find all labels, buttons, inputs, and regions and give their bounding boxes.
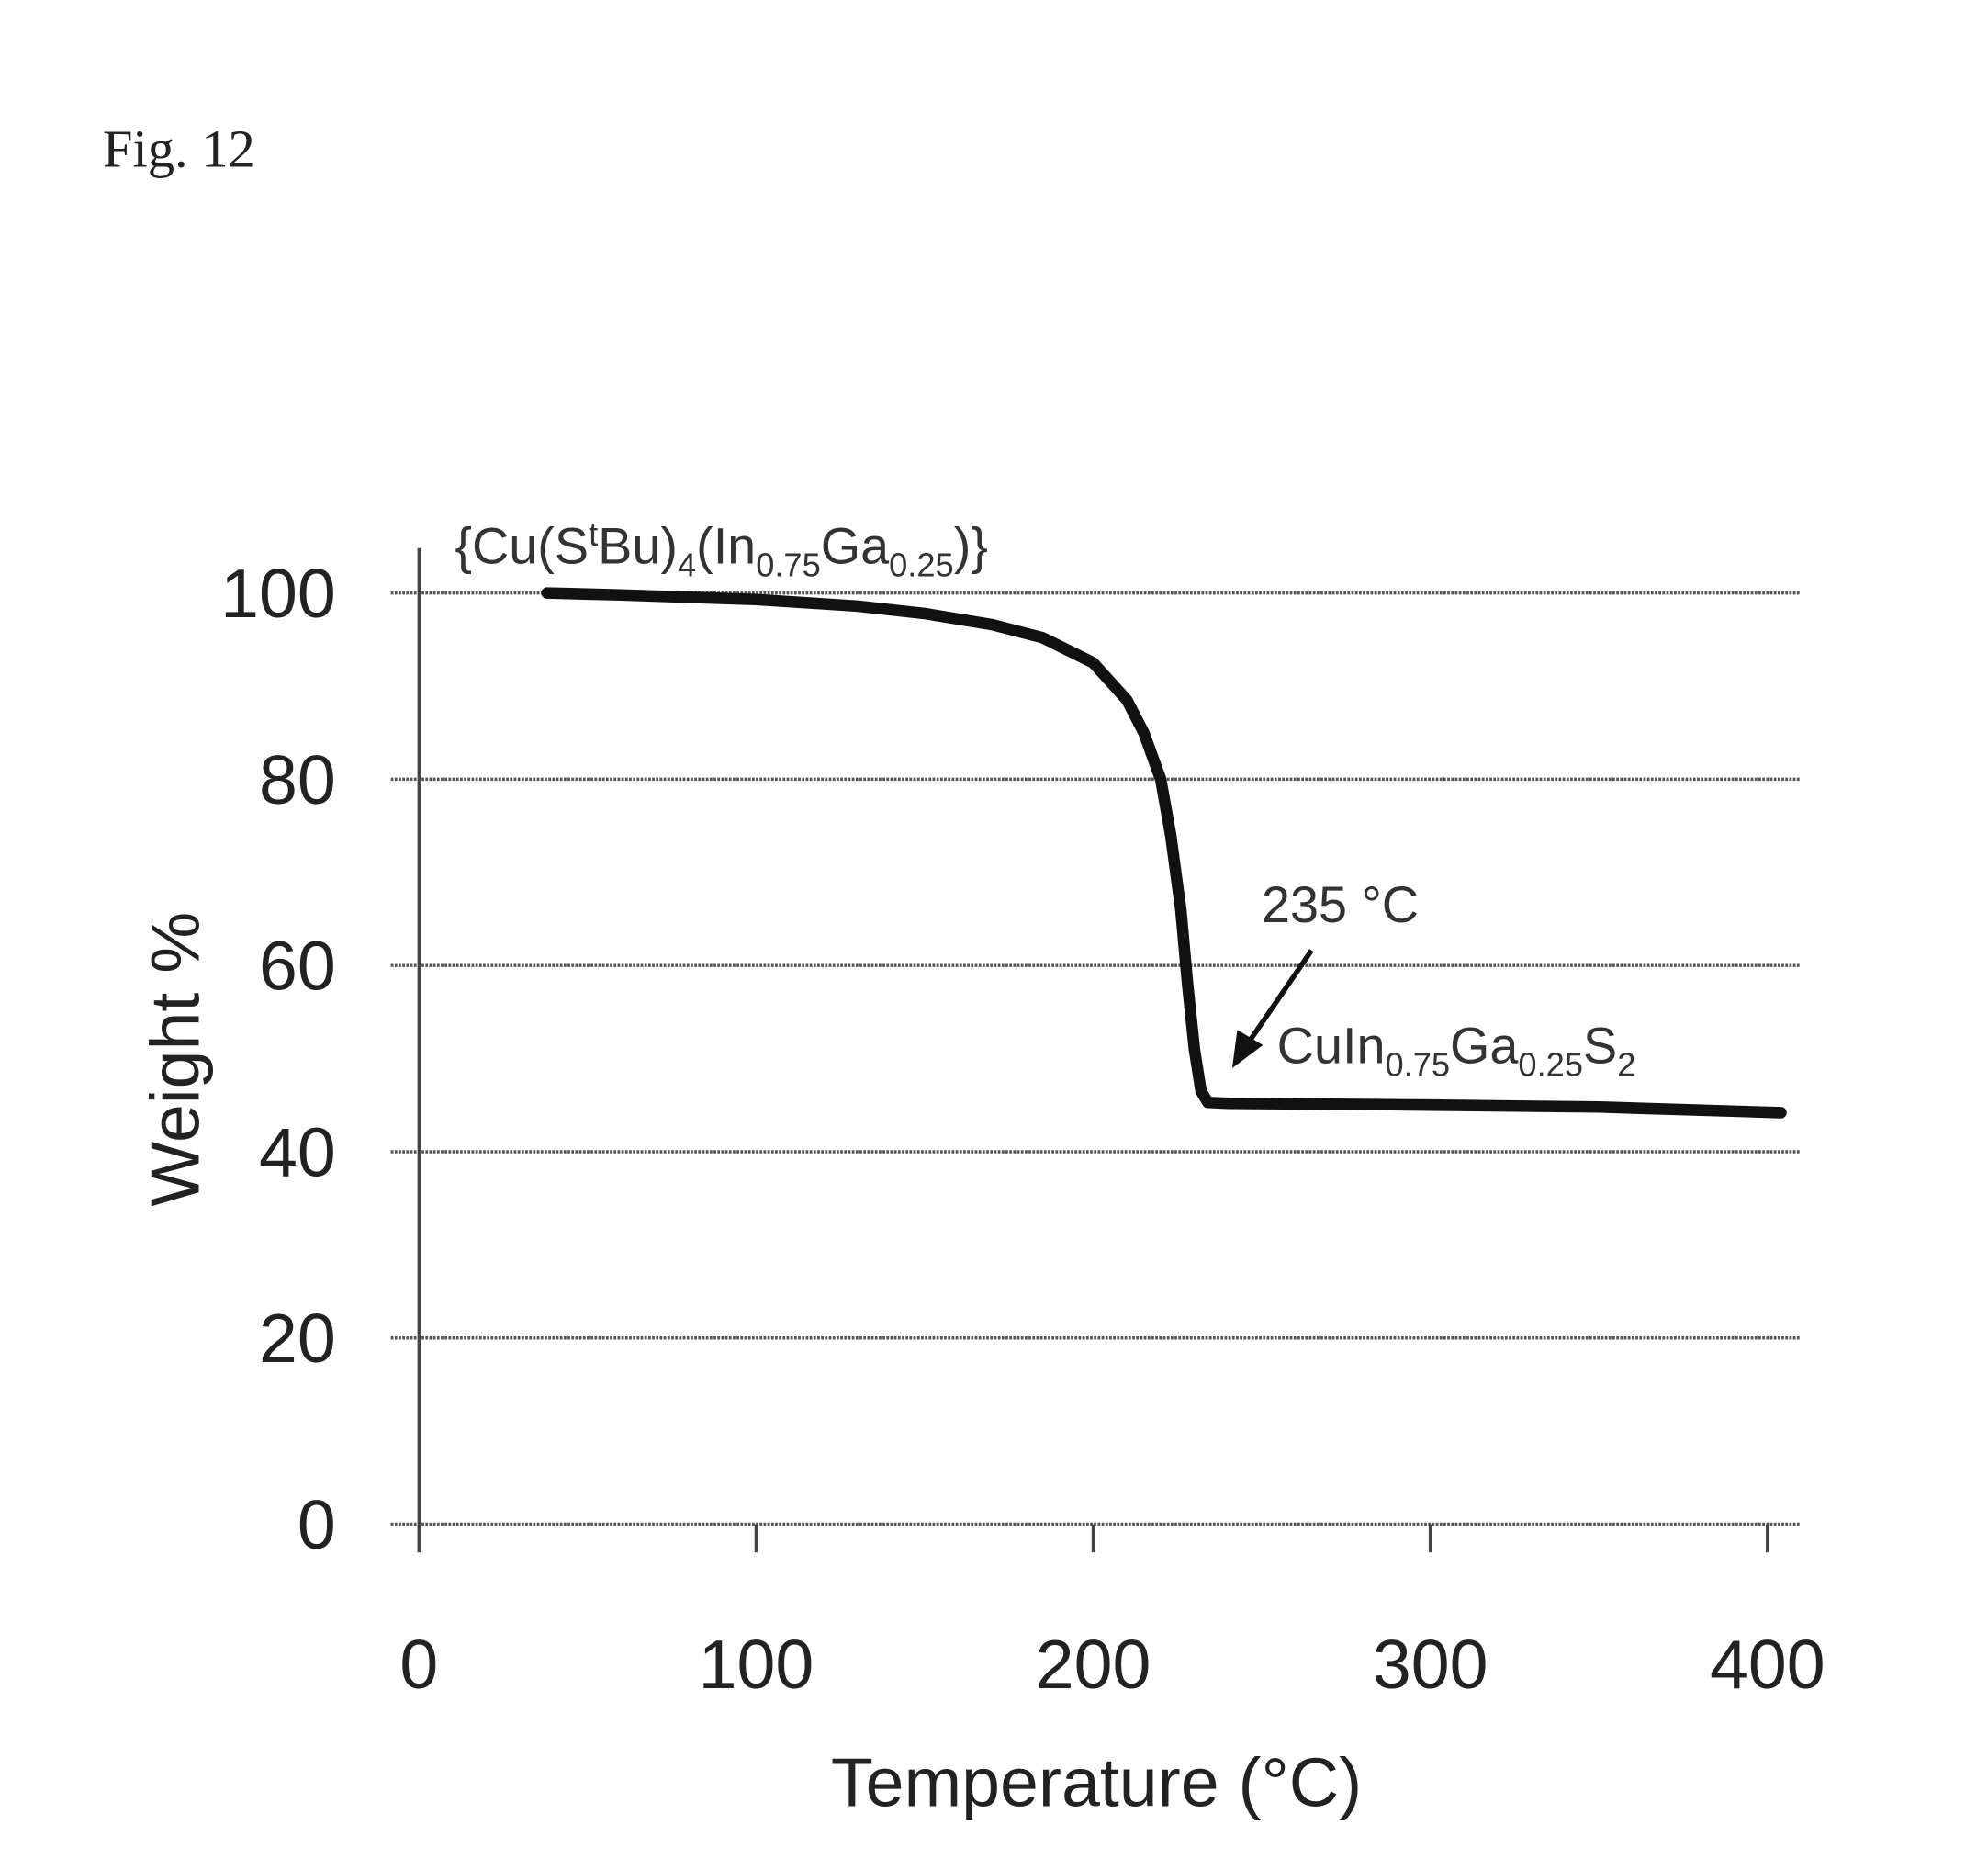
y-tick-label: 0	[298, 1486, 336, 1563]
x-tick-label: 400	[1710, 1626, 1825, 1703]
y-axis-ticks: 0 20 40 60 80 100	[220, 555, 336, 1563]
product-label: CuIn0.75Ga0.25S2	[1277, 1017, 1636, 1083]
figure-label: Fig. 12	[103, 118, 255, 178]
temperature-annotation: 235 °C	[1262, 876, 1419, 933]
y-tick-label: 60	[259, 928, 336, 1005]
x-tick-label: 0	[399, 1626, 438, 1703]
precursor-label: {Cu(StBu)4(In0.75Ga0.25)}	[455, 515, 988, 583]
x-tick-label: 200	[1036, 1626, 1151, 1703]
x-tick-label: 100	[699, 1626, 814, 1703]
y-tick-label: 100	[220, 555, 336, 632]
y-tick-label: 40	[259, 1113, 336, 1190]
tga-chart: Fig. 12 0 100 200 300 400 0 20 40 60 80 100 {Cu(S…	[0, 0, 1988, 1870]
y-axis-title: Weight %	[137, 912, 214, 1207]
y-tick-label: 80	[259, 741, 336, 818]
x-tick-label: 300	[1373, 1626, 1488, 1703]
x-axis-title: Temperature (°C)	[831, 1743, 1362, 1820]
y-tick-label: 20	[259, 1300, 336, 1377]
x-axis-ticks: 0 100 200 300 400	[399, 1524, 1825, 1702]
